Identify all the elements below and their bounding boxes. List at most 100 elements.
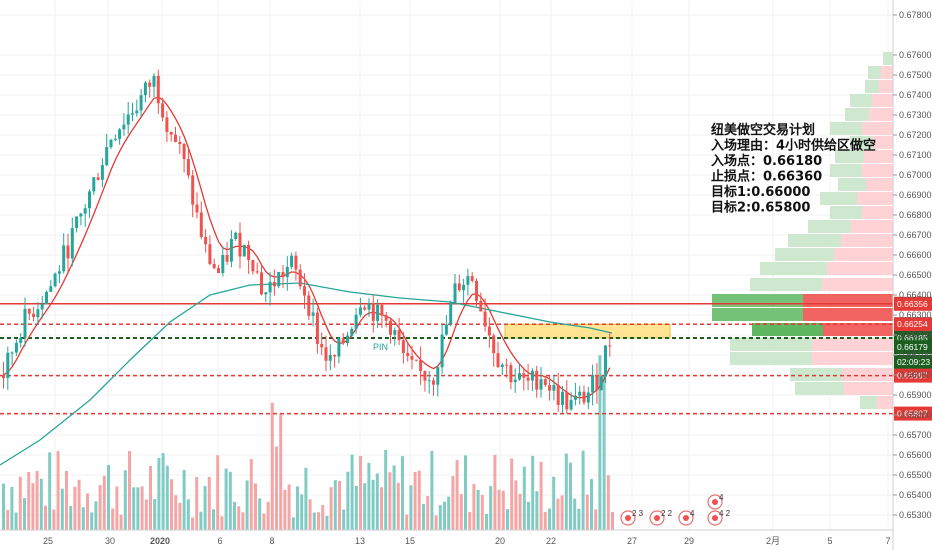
profile-bar-sell (872, 136, 893, 149)
y-tick-label: 0.66000 (899, 370, 932, 380)
candle-body (436, 367, 440, 385)
volume-bar (73, 486, 77, 530)
y-tick-label: 0.67400 (899, 90, 932, 100)
volume-bar (489, 486, 493, 530)
price-level-label: 0.65997 (897, 371, 928, 381)
candle-body (83, 208, 87, 214)
candle-body (543, 379, 547, 386)
candle-body (453, 283, 457, 303)
volume-bar (556, 498, 560, 530)
candle-body (376, 304, 380, 321)
volume-bar (447, 496, 451, 530)
candle-body (40, 304, 44, 310)
candle-body (195, 204, 199, 213)
candle-body (401, 340, 405, 353)
x-tick-label: 7 (885, 536, 890, 546)
volume-bar (485, 513, 488, 530)
volume-profile (712, 52, 893, 409)
candle-body (19, 337, 23, 343)
profile-bar-buy (790, 368, 842, 381)
volume-bar (380, 487, 383, 530)
price-level-label: 0.66356 (897, 299, 928, 309)
candle-body (143, 82, 147, 96)
volume-bar (56, 451, 60, 530)
volume-bar (233, 501, 236, 530)
profile-bar-buy (830, 122, 862, 135)
volume-bar (451, 476, 455, 530)
volume-bar (321, 505, 325, 530)
volume-bar (581, 450, 585, 530)
candle-body (475, 280, 478, 301)
volume-bar (342, 509, 346, 530)
volume-bar (455, 459, 459, 530)
x-tick-label: 27 (627, 536, 637, 546)
volume-bar (543, 512, 547, 530)
volume-bar (149, 466, 152, 530)
volume-bar (81, 507, 85, 530)
candle-body (535, 370, 539, 390)
profile-bar-buy (730, 352, 812, 365)
candle-body (487, 326, 491, 336)
price-level-label: 0.66254 (897, 319, 928, 329)
candle-body (23, 308, 27, 338)
candle-body (221, 255, 225, 273)
price-level-label: 0.66179 (897, 342, 928, 352)
volume-bar (430, 450, 434, 530)
candle-body (118, 129, 122, 139)
profile-bar-sell (862, 164, 893, 177)
y-tick-label: 0.67600 (899, 50, 932, 60)
candle-body (234, 232, 238, 240)
profile-bar-buy (835, 150, 864, 163)
candle-body (45, 291, 48, 305)
y-tick-label: 0.67300 (899, 110, 932, 120)
volume-bar (472, 484, 476, 530)
candle-body (608, 345, 612, 347)
volume-bar (287, 484, 291, 530)
volume-bar (493, 455, 497, 530)
profile-bar-buy (712, 294, 803, 307)
volume-bar (468, 512, 472, 530)
profile-bar-sell (812, 352, 893, 365)
x-tick-label: 2020 (150, 536, 170, 546)
event-badge-flag (712, 515, 718, 521)
candle-body (303, 286, 306, 296)
volume-bar (153, 499, 157, 530)
x-tick-label: 8 (269, 536, 274, 546)
volume-bar (262, 513, 266, 530)
volume-bar (367, 462, 371, 530)
candle-body (174, 134, 177, 142)
volume-bar (413, 471, 417, 530)
volume-bar (178, 502, 182, 530)
y-tick-label: 0.67200 (899, 130, 932, 140)
candle-body (350, 328, 354, 336)
event-badge-flag (683, 515, 689, 521)
x-tick-label: 22 (546, 536, 556, 546)
candle-body (186, 159, 190, 176)
volume-bar (191, 517, 194, 530)
candle-body (539, 379, 543, 390)
volume-bar (132, 487, 136, 530)
candle-body (109, 139, 113, 148)
volume-bar (514, 480, 518, 530)
pin-label: PIN (373, 342, 388, 352)
volume-bar (375, 473, 379, 530)
profile-bar-sell (823, 323, 893, 336)
candle-body (182, 144, 186, 160)
event-badge-flag (654, 515, 660, 521)
volume-bar (60, 488, 64, 530)
volume-bar (354, 485, 358, 530)
volume-bar (69, 506, 73, 530)
y-tick-label: 0.65900 (899, 390, 932, 400)
profile-bar-sell (866, 178, 893, 191)
profile-bar-sell (834, 248, 893, 261)
volume-bar (346, 471, 350, 530)
annotation-line: 入场理由：4小时供给区做空 (711, 138, 876, 154)
volume-bar (65, 471, 68, 530)
volume-bar (552, 476, 556, 530)
volume-bar (237, 506, 241, 530)
candle-body (444, 324, 448, 335)
price-level-badge (894, 296, 932, 311)
volume-bar (438, 505, 442, 530)
price-level-badge (894, 406, 932, 421)
